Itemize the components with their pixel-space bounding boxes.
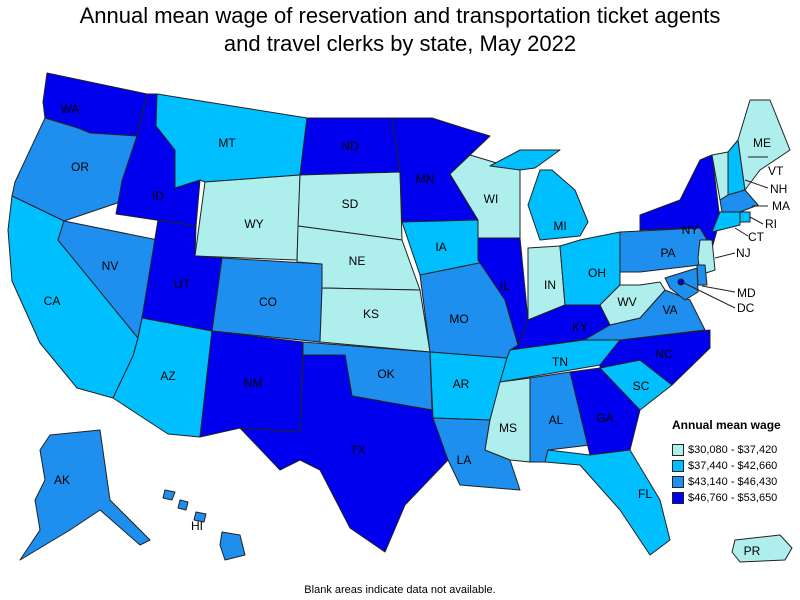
label-nm: NM <box>244 376 263 390</box>
label-sc: SC <box>633 379 650 393</box>
label-ny: NY <box>682 223 699 237</box>
label-mo: MO <box>449 312 468 326</box>
label-ut: UT <box>174 277 191 291</box>
label-hi: HI <box>191 519 203 533</box>
label-nc: NC <box>655 347 673 361</box>
state-de[interactable] <box>696 264 708 286</box>
label-ms: MS <box>499 421 517 435</box>
footnote: Blank areas indicate data not available. <box>304 584 496 596</box>
label-va: VA <box>662 303 677 317</box>
label-la: LA <box>457 453 472 467</box>
leader-line-nj <box>714 252 736 259</box>
map-title: Annual mean wage of reservation and tran… <box>0 2 800 58</box>
label-ri: RI <box>765 217 777 231</box>
label-ne: NE <box>349 254 366 268</box>
legend-swatch <box>672 460 684 472</box>
leader-line-ri <box>749 216 764 225</box>
label-ct: CT <box>748 230 765 244</box>
label-wi: WI <box>484 192 499 206</box>
state-hi[interactable] <box>162 489 246 561</box>
label-ky: KY <box>572 320 588 334</box>
legend-label: $30,080 - $37,420 <box>688 444 778 456</box>
state-tx[interactable] <box>239 354 449 553</box>
label-pr: PR <box>744 544 761 558</box>
legend: Annual mean wage $30,080 - $37,420 $37,4… <box>672 418 800 506</box>
leader-line-nh <box>744 179 769 189</box>
leader-line-md <box>701 285 736 293</box>
leader-line-dc <box>681 281 736 309</box>
label-fl: FL <box>638 487 652 501</box>
label-dc: DC <box>737 301 755 315</box>
label-nd: ND <box>341 139 359 153</box>
state-pr[interactable] <box>731 534 793 563</box>
legend-label: $37,440 - $42,660 <box>688 460 778 472</box>
label-sd: SD <box>342 197 359 211</box>
label-me: ME <box>753 136 771 150</box>
state-fl[interactable] <box>544 449 671 556</box>
legend-item: $46,760 - $53,650 <box>672 490 800 506</box>
label-tn: TN <box>552 355 568 369</box>
legend-swatch <box>672 444 684 456</box>
label-mi: MI <box>553 219 566 233</box>
label-il: IL <box>500 279 510 293</box>
label-co: CO <box>259 295 277 309</box>
label-al: AL <box>549 413 564 427</box>
label-oh: OH <box>588 266 606 280</box>
label-or: OR <box>71 160 89 174</box>
legend-label: $46,760 - $53,650 <box>688 492 778 504</box>
label-az: AZ <box>160 369 175 383</box>
label-wa: WA <box>61 102 80 116</box>
state-ct[interactable] <box>711 211 741 233</box>
legend-label: $43,140 - $46,430 <box>688 476 778 488</box>
label-md: MD <box>737 286 756 300</box>
legend-swatch <box>672 492 684 504</box>
label-ma: MA <box>772 199 790 213</box>
label-pa: PA <box>660 246 675 260</box>
label-nv: NV <box>102 259 119 273</box>
label-ks: KS <box>363 307 379 321</box>
label-ok: OK <box>377 367 394 381</box>
label-nh: NH <box>770 182 787 196</box>
state-ak[interactable] <box>19 429 151 561</box>
label-ak: AK <box>54 473 70 487</box>
state-dc[interactable] <box>677 278 685 286</box>
label-wy: WY <box>244 217 263 231</box>
legend-item: $30,080 - $37,420 <box>672 442 800 458</box>
legend-item: $43,140 - $46,430 <box>672 474 800 490</box>
title-line-1: Annual mean wage of reservation and tran… <box>79 3 721 28</box>
label-mn: MN <box>416 172 435 186</box>
label-wv: WV <box>617 295 636 309</box>
title-line-2: and travel clerks by state, May 2022 <box>223 31 577 56</box>
label-id: ID <box>152 189 164 203</box>
legend-item: $37,440 - $42,660 <box>672 458 800 474</box>
leader-line-ct <box>734 227 749 237</box>
label-ga: GA <box>596 411 613 425</box>
state-ga[interactable] <box>569 367 641 456</box>
label-mt: MT <box>218 136 236 150</box>
label-vt: VT <box>768 164 784 178</box>
label-ca: CA <box>44 294 61 308</box>
label-in: IN <box>544 278 556 292</box>
state-mi[interactable] <box>489 149 589 241</box>
label-tx: TX <box>350 443 365 457</box>
label-ia: IA <box>435 240 446 254</box>
label-nj: NJ <box>736 246 751 260</box>
state-wv[interactable] <box>599 281 666 326</box>
legend-title: Annual mean wage <box>672 418 781 432</box>
state-ri[interactable] <box>739 211 751 223</box>
legend-swatch <box>672 476 684 488</box>
label-ar: AR <box>453 377 470 391</box>
